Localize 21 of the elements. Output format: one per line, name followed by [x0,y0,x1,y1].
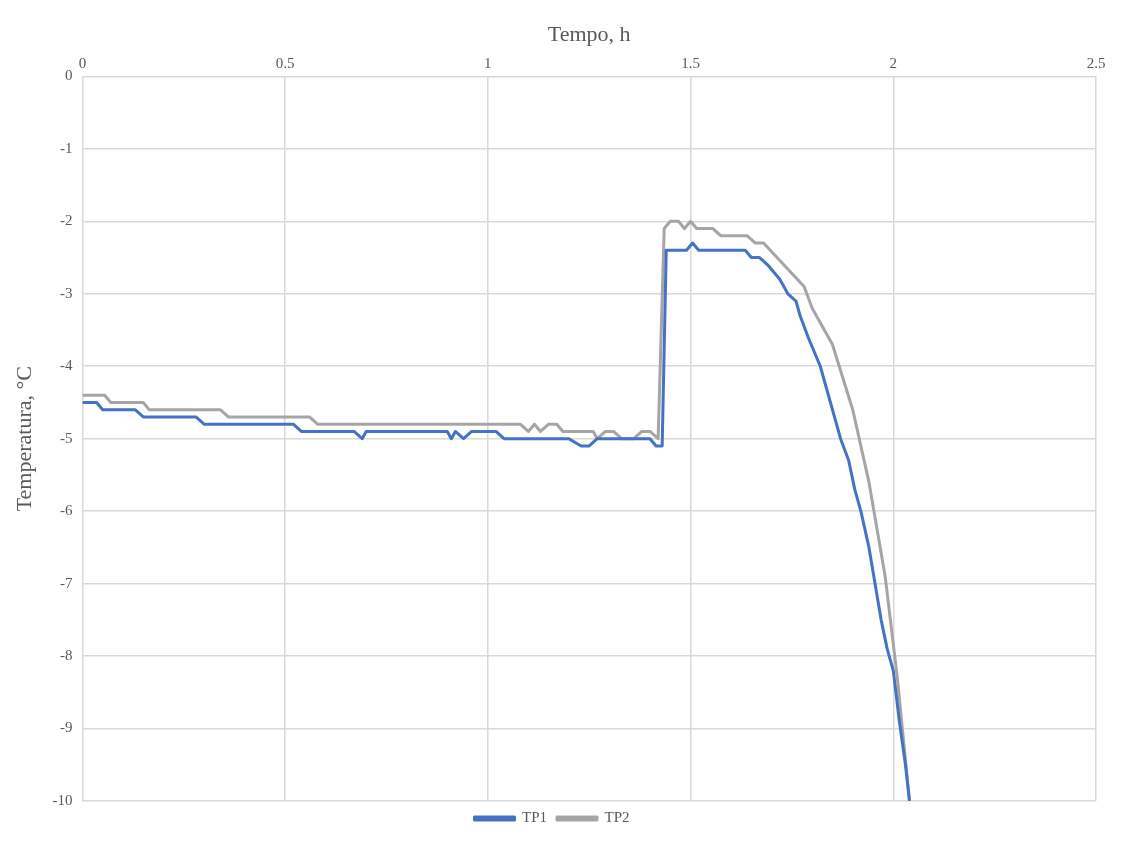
x-tick-label: 2 [889,55,898,72]
y-tick-label: -4 [59,357,73,374]
x-tick-label: 2.5 [1086,55,1106,72]
x-tick-label: 1 [484,55,492,72]
y-tick-label: -6 [59,502,73,519]
y-tick-label: -9 [59,719,73,736]
y-tick-label: -2 [59,212,73,229]
legend-label: TP1 [522,809,548,826]
y-tick-label: -7 [59,574,73,591]
y-axis-title: Temperatura, °C [10,366,36,512]
y-tick-label: -8 [59,647,73,664]
y-tick-label: -10 [52,791,73,808]
x-tick-label: 0.5 [275,55,295,72]
y-tick-label: 0 [64,67,73,84]
y-tick-label: -1 [59,139,73,156]
y-tick-label: -3 [59,284,73,301]
legend-label: TP2 [604,809,630,826]
y-tick-label: -5 [59,429,73,446]
x-tick-label: 1.5 [681,55,700,72]
x-tick-label: 0 [78,55,87,72]
x-axis-title: Tempo, h [547,20,631,46]
